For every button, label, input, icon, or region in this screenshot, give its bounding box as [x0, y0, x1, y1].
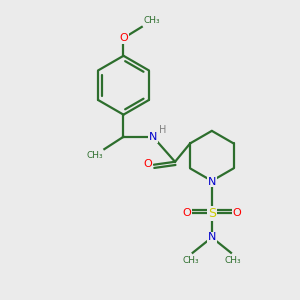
Text: O: O: [232, 208, 241, 218]
Text: CH₃: CH₃: [143, 16, 160, 26]
Text: N: N: [208, 232, 216, 242]
Text: N: N: [208, 176, 216, 187]
Text: CH₃: CH₃: [183, 256, 200, 265]
Text: H: H: [159, 125, 166, 135]
Text: O: O: [182, 208, 191, 218]
Text: O: O: [144, 159, 152, 169]
Text: S: S: [208, 207, 216, 220]
Text: N: N: [149, 132, 157, 142]
Text: O: O: [119, 33, 128, 43]
Text: CH₃: CH₃: [224, 256, 241, 265]
Text: CH₃: CH₃: [86, 152, 103, 160]
